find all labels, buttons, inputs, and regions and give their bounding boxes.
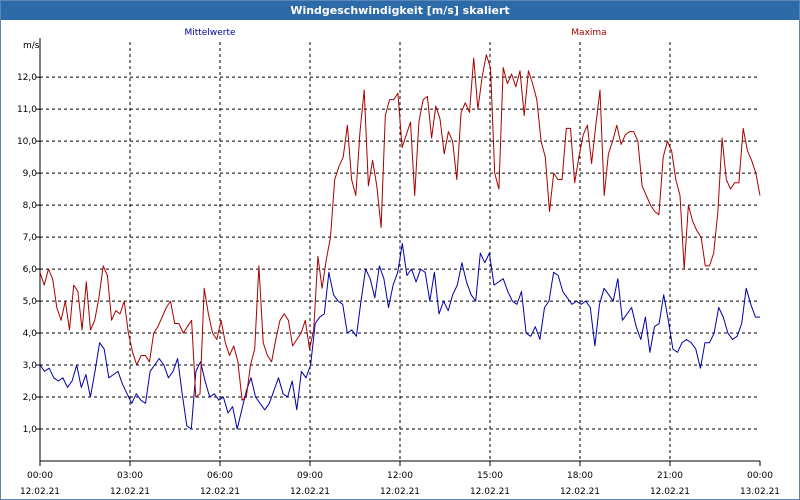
- x-tick-time: 00:00: [747, 471, 773, 481]
- x-tick-date: 12.02.21: [650, 487, 690, 497]
- x-tick-time: 21:00: [657, 471, 683, 481]
- y-tick-label: 10,0: [17, 137, 37, 147]
- x-tick-date: 12.02.21: [20, 487, 60, 497]
- x-tick-time: 15:00: [477, 471, 503, 481]
- x-tick-time: 18:00: [567, 471, 593, 481]
- window-title: Windgeschwindigkeit [m/s] skaliert: [1, 1, 799, 20]
- y-tick-label: 5,0: [23, 297, 38, 307]
- series-line-maxima: [39, 54, 761, 401]
- y-tick-label: 2,0: [23, 393, 38, 403]
- chart-ticks: 1,0 2,0 3,0 4,0 5,0 6,0 7,0 8,0 9,0 10,0 11,0 12,0 0…: [17, 73, 780, 497]
- y-tick-label: 4,0: [23, 329, 38, 339]
- x-tick-date: 12.02.21: [380, 487, 420, 497]
- x-tick-date: 12.02.21: [470, 487, 510, 497]
- y-tick-label: 11,0: [17, 105, 37, 115]
- chart-lines: [39, 54, 761, 430]
- x-tick-time: 09:00: [297, 471, 323, 481]
- y-tick-label: 9,0: [23, 169, 38, 179]
- x-tick-date: 12.02.21: [290, 487, 330, 497]
- chart-axes: [36, 38, 761, 466]
- legend-mittelwerte: Mittelwerte: [184, 28, 235, 38]
- legend-maxima: Maxima: [571, 28, 606, 38]
- x-tick-date: 13.02.21: [740, 487, 780, 497]
- y-tick-label: 1,0: [23, 425, 38, 435]
- y-tick-label: 8,0: [23, 201, 38, 211]
- x-tick-time: 00:00: [27, 471, 53, 481]
- x-tick-date: 12.02.21: [560, 487, 600, 497]
- x-tick-date: 12.02.21: [110, 487, 150, 497]
- x-tick-time: 06:00: [207, 471, 233, 481]
- y-tick-label: 6,0: [23, 265, 38, 275]
- series-line-mittelwerte: [39, 243, 760, 430]
- x-tick-date: 12.02.21: [200, 487, 240, 497]
- y-tick-label: 12,0: [17, 73, 37, 83]
- y-tick-label: 7,0: [23, 233, 38, 243]
- x-tick-time: 12:00: [387, 471, 413, 481]
- y-axis-label: m/s: [23, 41, 40, 51]
- y-tick-label: 3,0: [23, 361, 38, 371]
- x-tick-time: 03:00: [117, 471, 143, 481]
- chart-grid: [40, 42, 760, 461]
